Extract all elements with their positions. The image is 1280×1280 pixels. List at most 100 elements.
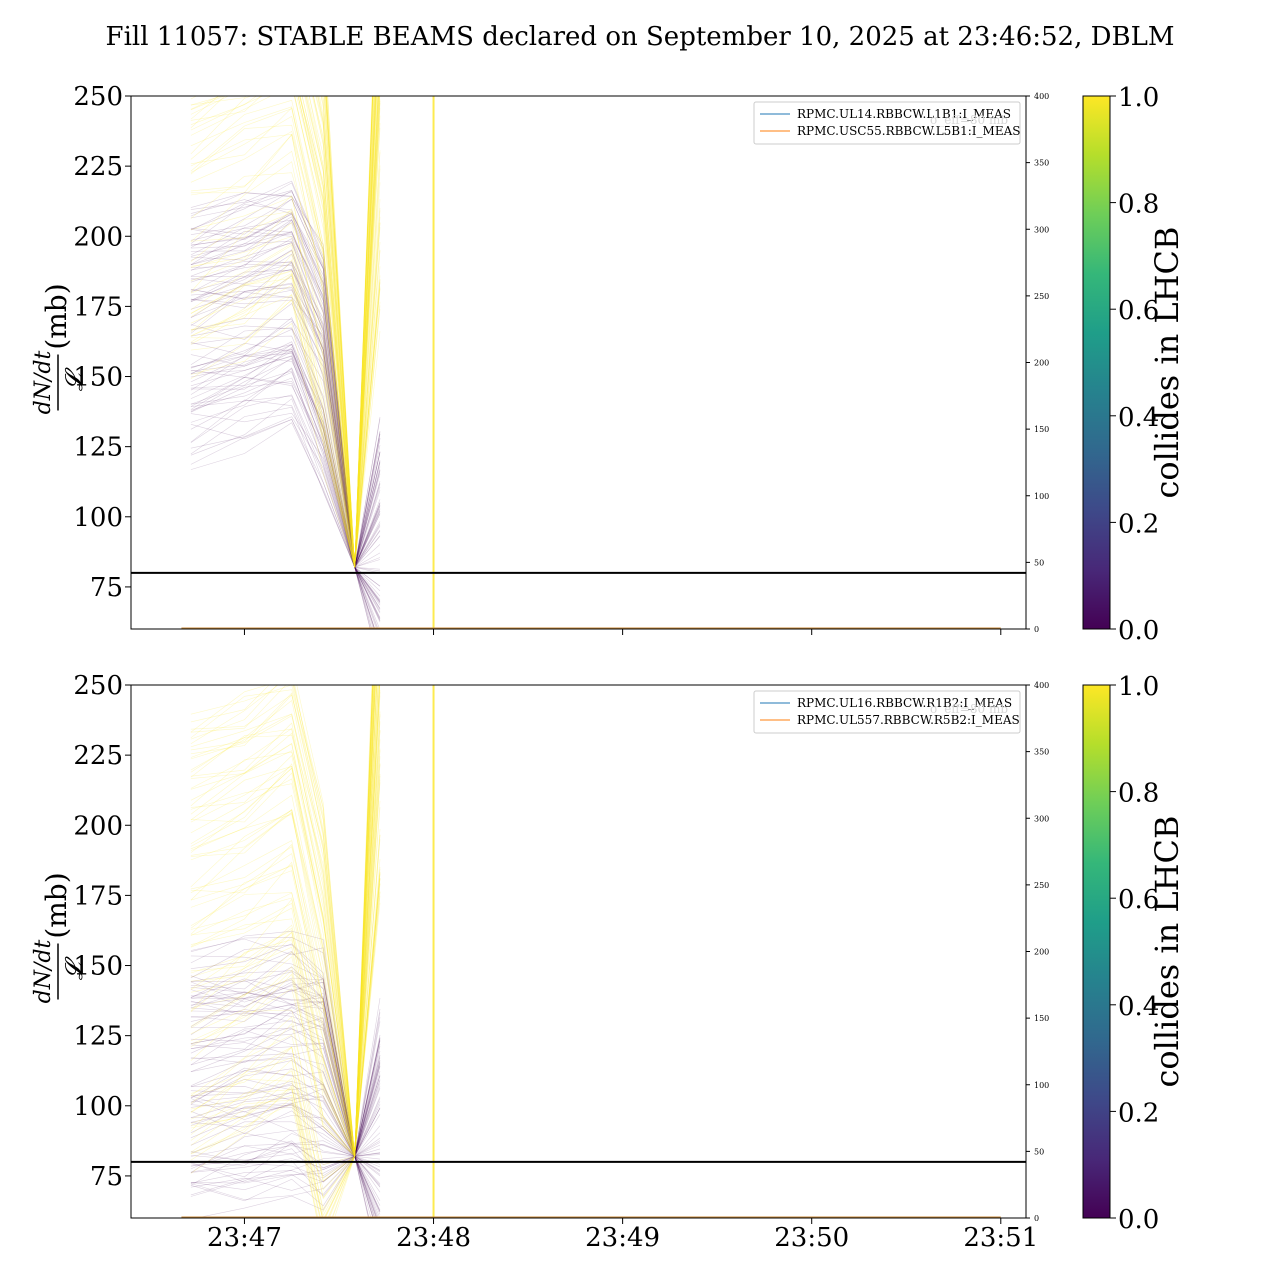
bunch-trace [190,1058,381,1157]
bunch-trace [325,96,374,568]
bunch-trace [190,288,381,569]
bunch-trace [190,1001,381,1157]
bunch-trace [190,96,379,568]
bunch-trace [190,750,381,1157]
bunch-trace [190,685,378,1157]
bunch-trace [190,685,373,1157]
bunch-trace [190,828,381,1182]
bunch-trace [301,96,378,568]
bunch-trace [190,222,381,568]
bunch-trace [190,219,381,568]
y-tick-label: 150 [73,952,123,982]
bunch-trace [190,273,381,568]
y-tick-label: 175 [73,292,123,322]
y-axis-label: dN/dt 𝓛(mb) [31,283,88,414]
x-tick-label: 23:47 [207,1223,282,1253]
bunch-trace [190,192,381,568]
bunch-trace [324,96,375,568]
colorbar-tick-label: 0.6 [1118,885,1159,915]
y2-tick-label: 250 [1034,292,1049,301]
bunch-trace [190,259,381,568]
bunch-trace [190,227,381,568]
bunch-trace [190,372,381,623]
bunch-trace [312,96,376,568]
bunch-trace [190,115,381,568]
bunch-trace [190,212,381,568]
bunch-trace [190,231,381,568]
bunch-trace [190,713,381,1157]
bunch-trace [190,367,379,629]
bunch-trace [316,96,377,568]
bunch-trace [325,96,373,568]
bunch-trace [190,685,377,1157]
bunch-trace [190,685,373,1157]
bunch-trace [190,190,381,568]
bunch-trace [190,289,381,568]
y-tick-label: 250 [73,82,123,112]
bunch-trace [190,344,381,592]
bunch-trace [190,208,381,568]
bunch-trace [190,335,381,587]
bunch-trace [190,1056,381,1157]
y2-tick-label: 400 [1034,681,1049,690]
bunch-trace [190,191,381,568]
bunch-trace [190,1155,374,1218]
bunch-trace [326,96,374,568]
bunch-trace [190,325,381,568]
bunch-trace [190,878,381,1210]
bunch-trace [190,1079,381,1157]
bunch-trace [190,355,381,614]
bunch-trace [190,277,381,568]
bunch-trace [190,891,381,1218]
bunch-trace [190,1155,374,1218]
bunch-trace [190,938,381,1157]
bunch-trace [325,96,373,568]
bunch-trace [190,970,381,1157]
legend-faint-entry: σ_eff=80 mb [930,702,1008,716]
bunch-trace [190,1028,381,1158]
bunch-trace [190,96,381,568]
bunch-trace [190,689,381,1157]
bunch-trace [190,322,381,568]
y-tick-label: 150 [73,363,123,393]
bunch-trace [190,296,381,569]
bunch-trace [190,150,381,568]
bunch-trace [190,998,381,1157]
y2-tick-label: 50 [1034,558,1044,567]
y-tick-label: 75 [90,1162,123,1192]
bunch-trace [190,96,380,568]
bunch-trace [325,96,373,568]
bunch-trace [190,353,381,587]
bunch-trace [190,1091,381,1173]
bunch-trace [190,103,381,568]
figure-title: Fill 11057: STABLE BEAMS declared on Sep… [106,22,1175,52]
bunch-trace [326,96,373,568]
legend: RPMC.UL16.RBBCW.R1B2:I_MEAS RPMC.UL557.RB… [753,690,1021,734]
bunch-trace [190,96,379,568]
bunch-trace [190,711,381,1157]
bunch-trace [190,350,381,572]
legend-entry: RPMC.UL557.RBBCW.R5B2:I_MEAS [797,713,1020,727]
bunch-trace [190,721,381,1157]
plot-area [131,96,1026,629]
bunch-trace [190,1155,369,1218]
bunch-trace [190,1143,379,1218]
bunch-trace [190,685,374,1157]
bunch-trace [190,270,381,568]
bunch-trace [190,351,381,603]
bunch-trace [190,96,379,568]
bunch-trace [190,950,381,1157]
bunch-trace [190,399,372,629]
bunch-trace [190,195,381,568]
bunch-trace [190,263,381,569]
bunch-trace [190,96,380,568]
legend-entry: RPMC.USC55.RBBCW.L5B1:I_MEAS [797,124,1020,138]
y-tick-label: 225 [73,152,123,182]
bunch-trace [190,878,381,1218]
colorbar-tick-label: 0.4 [1118,992,1159,1022]
bunch-trace [190,233,381,568]
bunch-trace [190,1024,381,1158]
bunch-trace [190,1084,381,1171]
bunch-trace [190,874,381,1213]
bunch-trace [190,211,381,568]
